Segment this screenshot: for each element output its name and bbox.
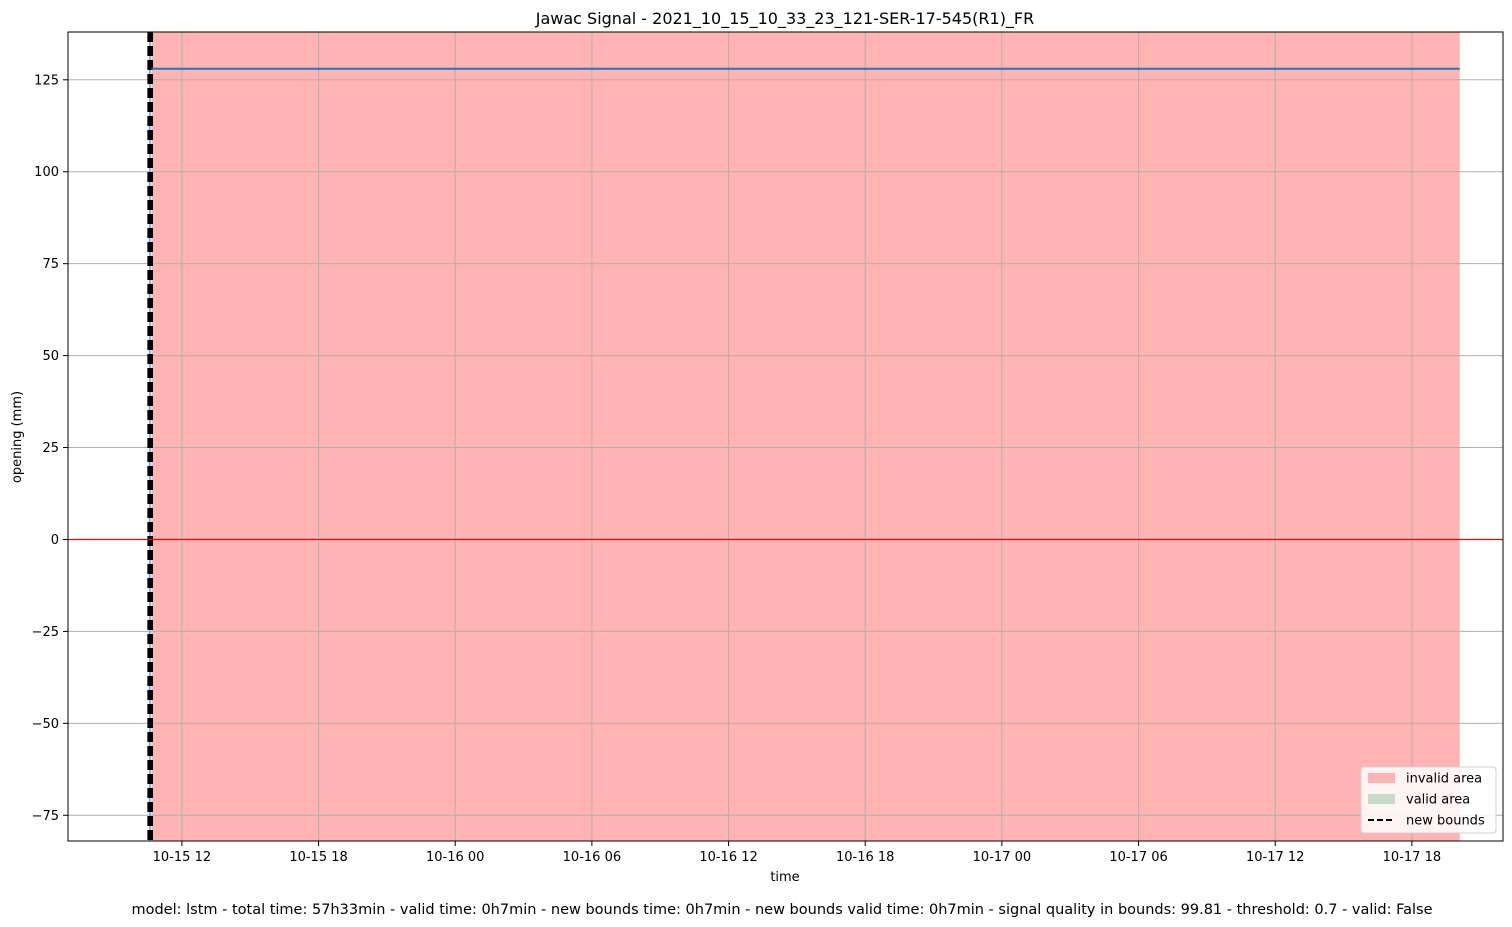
y-tick-label: −50	[32, 717, 59, 732]
x-tick-label: 10-17 06	[1109, 850, 1167, 865]
y-tick-label: 0	[51, 533, 59, 548]
invalid-area-span	[151, 32, 1460, 841]
y-tick-label: 125	[34, 73, 59, 88]
y-tick-label: 75	[42, 257, 59, 272]
x-axis-label: time	[770, 870, 799, 885]
series-lines	[68, 67, 1503, 541]
plot-frame	[67, 31, 1504, 842]
y-axis-label: opening (mm)	[10, 391, 25, 483]
x-tick-label: 10-16 18	[836, 850, 894, 865]
y-tick-label: 100	[34, 165, 59, 180]
x-axis-ticks: 10-15 12 10-15 18 10-16 00 10-16 06 10-16 12…	[153, 841, 1441, 865]
grid-lines	[68, 32, 1503, 841]
y-tick-label: 25	[42, 441, 59, 456]
legend-label: invalid area	[1406, 772, 1482, 787]
y-tick-label: −75	[32, 809, 59, 824]
chart-title: Jawac Signal - 2021_10_15_10_33_23_121-S…	[535, 9, 1035, 29]
x-tick-label: 10-16 00	[426, 850, 484, 865]
x-tick-label: 10-17 18	[1383, 850, 1441, 865]
legend-label: new bounds	[1406, 814, 1485, 829]
legend-swatch	[1368, 773, 1395, 783]
y-tick-label: 50	[42, 349, 59, 364]
x-tick-label: 10-15 12	[153, 850, 211, 865]
y-tick-label: −25	[32, 625, 59, 640]
x-tick-label: 10-17 00	[973, 850, 1031, 865]
x-tick-label: 10-16 06	[563, 850, 621, 865]
invalid-area-spans	[151, 32, 1460, 841]
legend-items: invalid area valid area new bounds	[1368, 772, 1485, 829]
y-axis-ticks: 125 100 75 50 25 0 −25 −50 −75	[32, 73, 68, 824]
x-tick-label: 10-17 12	[1246, 850, 1304, 865]
legend-box	[1360, 766, 1497, 834]
legend: invalid area valid area new bounds	[1360, 766, 1497, 834]
legend-label: valid area	[1406, 793, 1470, 808]
x-tick-label: 10-15 18	[289, 850, 347, 865]
x-tick-label: 10-16 12	[699, 850, 757, 865]
plot-area	[67, 31, 1504, 842]
legend-swatch	[1368, 794, 1395, 804]
footer-summary: model: lstm - total time: 57h33min - val…	[131, 902, 1432, 918]
new-bounds-lines	[147, 32, 154, 841]
